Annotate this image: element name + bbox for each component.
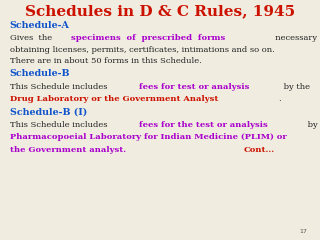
Text: There are in about 50 forms in this Schedule.: There are in about 50 forms in this Sche… (10, 57, 201, 65)
Text: Drug Laboratory or the Government Analyst: Drug Laboratory or the Government Analys… (10, 95, 218, 103)
Text: Schedule-A: Schedule-A (10, 21, 69, 30)
Text: specimens  of  prescribed  forms: specimens of prescribed forms (71, 34, 225, 42)
Text: obtaining licenses, permits, certificates, intimations and so on.: obtaining licenses, permits, certificate… (10, 46, 274, 54)
Text: Cont...: Cont... (243, 146, 274, 154)
Text: the Government analyst.: the Government analyst. (10, 146, 126, 154)
Text: Schedules in D & C Rules, 1945: Schedules in D & C Rules, 1945 (25, 5, 295, 18)
Text: fees for test or analysis: fees for test or analysis (139, 83, 249, 91)
Text: 17: 17 (299, 229, 307, 234)
Text: by the: by the (281, 83, 313, 91)
Text: .: . (278, 95, 281, 103)
Text: This Schedule includes: This Schedule includes (10, 121, 110, 129)
Text: Schedule-B: Schedule-B (10, 69, 70, 78)
Text: Pharmacopoeial Laboratory for Indian Medicine (PLIM) or: Pharmacopoeial Laboratory for Indian Med… (10, 133, 286, 141)
Text: Schedule-B (I): Schedule-B (I) (10, 107, 87, 116)
Text: necessary  for: necessary for (270, 34, 320, 42)
Text: by the: by the (305, 121, 320, 129)
Text: fees for the test or analysis: fees for the test or analysis (139, 121, 268, 129)
Text: This Schedule includes: This Schedule includes (10, 83, 110, 91)
Text: Gives  the: Gives the (10, 34, 57, 42)
